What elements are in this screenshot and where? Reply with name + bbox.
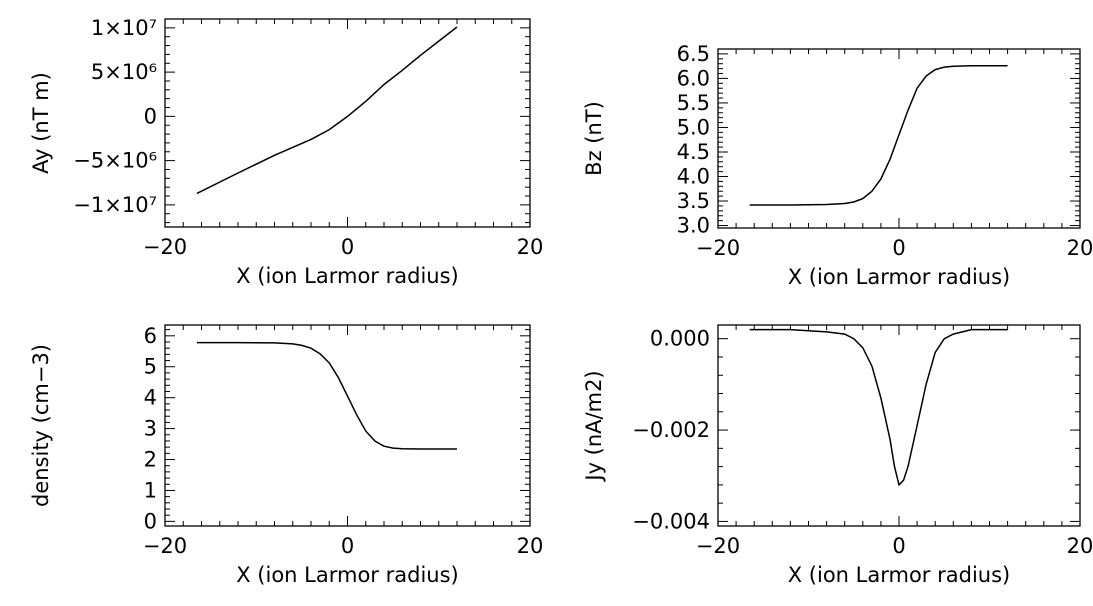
y-tick-label: 3 [144,417,157,441]
x-tick-label: 20 [517,534,544,558]
x-axis-label: X (ion Larmor radius) [236,264,458,288]
x-tick-label: 20 [517,235,544,259]
x-tick-label: 0 [892,534,905,558]
y-tick-label: 4 [144,386,157,410]
y-tick-label: 0 [144,509,157,533]
y-tick-label: 6.5 [677,42,710,66]
x-axis-label: X (ion Larmor radius) [788,563,1010,587]
x-tick-label: −20 [696,534,740,558]
x-tick-label: 20 [1067,236,1093,260]
y-tick-label: 3.5 [677,189,710,213]
x-axis-label: X (ion Larmor radius) [236,563,458,587]
y-tick-label: 4.0 [677,165,710,189]
y-tick-label: −0.002 [632,418,710,442]
plot-frame [164,18,531,228]
x-tick-label: 0 [892,236,905,260]
series-line-1 [196,341,457,450]
y-axis-label: Jy (nA/m2) [582,370,606,482]
x-tick-label: −20 [143,534,187,558]
y-tick-label: 4.5 [677,140,710,164]
plot-frame [717,48,1081,229]
y-axis-label: Bz (nT) [582,101,606,176]
y-tick-label: 0 [144,104,157,128]
chart-panel-2: −20 0 20 3.03.54.04.55.05.56.06.5 X (ion Lar… [582,42,1093,289]
y-tick-label: −0.004 [632,509,710,533]
y-tick-label: 5 [144,355,157,379]
x-tick-label: 0 [341,235,354,259]
y-tick-label: 3.0 [677,214,710,238]
y-tick-label: 6.0 [677,66,710,90]
y-tick-label: 5×10⁶ [91,60,157,84]
y-tick-label: 0.000 [650,327,710,351]
x-tick-label: −20 [143,235,187,259]
y-tick-label: 6 [144,324,157,348]
chart-panel-4: −20 0 20 −0.004 −0.002 0.000 X (ion Larmor rad… [582,324,1093,587]
plot-frame [164,324,531,527]
series-line-1 [749,328,1008,487]
x-tick-label: −20 [696,236,740,260]
y-tick-label: 5.5 [677,91,710,115]
series-line-1 [749,64,1008,206]
y-tick-label: 2 [144,448,157,472]
y-tick-label: −5×10⁶ [73,149,157,173]
y-axis-label: Ay (nT m) [29,72,53,174]
y-tick-label: 5.0 [677,115,710,139]
y-tick-label: 1×10⁷ [91,16,157,40]
x-tick-label: 0 [341,534,354,558]
y-tick-label: −1×10⁷ [73,193,157,217]
y-axis-label: density (cm−3) [29,344,53,507]
y-tick-label: 1 [144,478,157,502]
series-line-1 [196,26,458,195]
chart-panel-1: −20 0 20 −1×10⁷ −5×10⁶ 0 5×10⁶ 1×10⁷ X (ion Larm… [29,16,543,288]
x-tick-label: 20 [1067,534,1093,558]
x-axis-label: X (ion Larmor radius) [788,265,1010,289]
plot-frame [717,324,1081,527]
